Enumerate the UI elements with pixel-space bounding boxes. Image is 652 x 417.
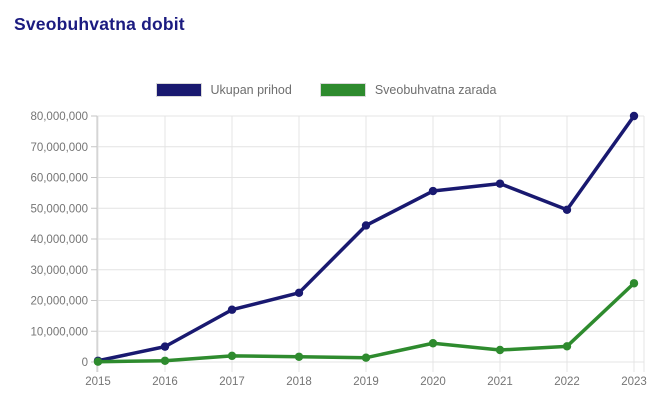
page-title: Sveobuhvatna dobit [14,14,185,34]
legend-item-sveobuhvatna-zarada[interactable]: Sveobuhvatna zarada [319,83,497,97]
chart-legend: Ukupan prihod Sveobuhvatna zarada [0,82,652,98]
data-point[interactable] [562,205,572,214]
data-point[interactable] [294,288,304,298]
data-point[interactable] [629,279,639,288]
x-tick-label: 2022 [554,376,580,388]
x-tick-label: 2021 [487,376,513,388]
y-tick-label: 40,000,000 [30,234,88,246]
y-tick-label: 10,000,000 [30,326,88,338]
data-point[interactable] [227,351,237,361]
x-tick-label: 2020 [420,376,446,388]
legend-swatch-navy [155,83,202,97]
data-point[interactable] [361,353,371,362]
data-point[interactable] [361,221,371,230]
y-tick-label: 30,000,000 [30,265,88,277]
data-point[interactable] [495,179,505,188]
data-point[interactable] [93,357,103,366]
data-point[interactable] [562,342,572,351]
data-point[interactable] [160,342,170,351]
line-chart: 0 10,000,000 20,000,000 30,000,000 40,000,00… [30,111,647,388]
legend-item-ukupan-prihod[interactable]: Ukupan prihod [155,83,292,97]
x-tick-label: 2019 [353,376,379,388]
x-tick-label: 2018 [286,376,312,388]
data-point[interactable] [495,345,505,355]
legend-label-ukupan-prihod: Ukupan prihod [210,83,292,97]
x-tick-label: 2023 [621,376,647,388]
y-tick-label: 20,000,000 [30,296,88,308]
data-point[interactable] [227,305,237,314]
legend-swatch-green [319,83,366,97]
y-tick-label: 0 [82,357,88,369]
data-point[interactable] [428,339,438,348]
y-tick-label: 80,000,000 [30,111,88,123]
y-tick-label: 50,000,000 [30,203,88,215]
data-point[interactable] [629,111,639,121]
x-tick-label: 2016 [152,376,178,388]
data-point[interactable] [428,186,438,196]
data-point[interactable] [160,356,170,365]
legend-label-sveobuhvatna-zarada: Sveobuhvatna zarada [374,83,497,97]
x-tick-label: 2015 [85,376,111,388]
data-point[interactable] [294,352,304,361]
y-tick-label: 70,000,000 [30,142,88,154]
x-tick-label: 2017 [219,376,245,388]
y-tick-label: 60,000,000 [30,173,88,185]
